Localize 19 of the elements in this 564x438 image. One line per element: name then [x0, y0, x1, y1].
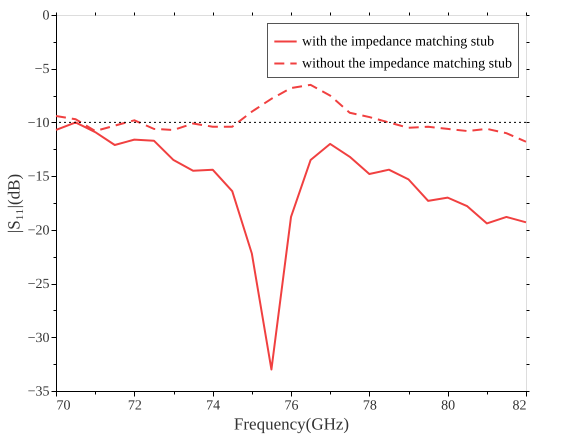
x-tick-label: 74: [206, 398, 220, 414]
y-tick-label: −15: [28, 170, 50, 185]
x-tick-label: 70: [56, 398, 70, 414]
x-tick-label: 82: [512, 398, 526, 414]
x-axis-title: Frequency(GHz): [234, 414, 350, 434]
legend-label: with the impedance matching stub: [302, 34, 494, 50]
y-tick-label: −5: [34, 62, 50, 78]
x-tick-label: 72: [128, 398, 142, 414]
y-tick-label: −10: [28, 116, 50, 131]
y-tick-label: −20: [28, 223, 50, 238]
y-tick-label: −30: [28, 330, 50, 346]
y-tick-label: −25: [28, 277, 50, 292]
x-tick-label: 80: [441, 398, 456, 414]
x-tick-label: 76: [284, 398, 298, 414]
y-tick-label: −35: [28, 384, 50, 400]
x-tick-label: 78: [362, 398, 377, 414]
y-tick-label: 0: [42, 8, 50, 24]
y-axis-title: |S₁₁|(dB): [4, 174, 24, 234]
legend-label: without the impedance matching stub: [302, 56, 512, 72]
